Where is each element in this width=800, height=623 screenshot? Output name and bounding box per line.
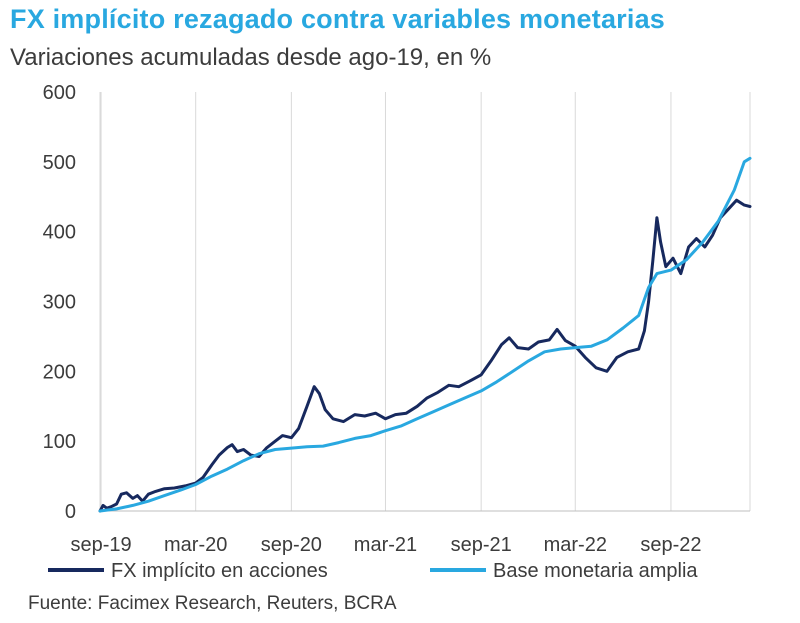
y-tick-label: 200	[43, 361, 76, 383]
y-tick-label: 100	[43, 431, 76, 453]
legend-item-fx-implicito-label: FX implícito en acciones	[111, 560, 328, 582]
series-line-fx-implicito	[98, 198, 752, 513]
line-chart: 0 100 200 300 400 500 600 sep-19 mar-20 sep-20 mar…	[43, 82, 752, 582]
chart-title: FX implícito rezagado contra variables m…	[10, 4, 666, 34]
series	[98, 156, 752, 513]
y-tick-label: 600	[43, 82, 76, 104]
x-tick-label-mar-21: mar-21	[354, 534, 417, 556]
y-tick-label: 300	[43, 292, 76, 314]
legend: FX implícito en acciones Base monetaria a…	[48, 560, 698, 582]
x-tick-label-mar-22: mar-22	[544, 534, 607, 556]
x-tick-label-mar-20: mar-20	[164, 534, 227, 556]
legend-item-base-monetaria-label: Base monetaria amplia	[493, 560, 698, 582]
x-tick-label-sep-21: sep-21	[451, 534, 512, 556]
y-tick-label: 500	[43, 152, 76, 174]
y-tick-label: 0	[65, 501, 76, 523]
x-tick-label-sep-19: sep-19	[70, 534, 131, 556]
x-tick-label-sep-20: sep-20	[261, 534, 322, 556]
grid	[99, 92, 751, 511]
x-tick-label-sep-22: sep-22	[640, 534, 701, 556]
source-note: Fuente: Facimex Research, Reuters, BCRA	[28, 593, 397, 614]
y-tick-label: 400	[43, 222, 76, 244]
chart-subtitle: Variaciones acumuladas desde ago-19, en …	[10, 44, 492, 71]
axes: 0 100 200 300 400 500 600 sep-19 mar-20 sep-20 mar…	[43, 82, 750, 556]
series-line-base-monetaria	[98, 156, 752, 513]
